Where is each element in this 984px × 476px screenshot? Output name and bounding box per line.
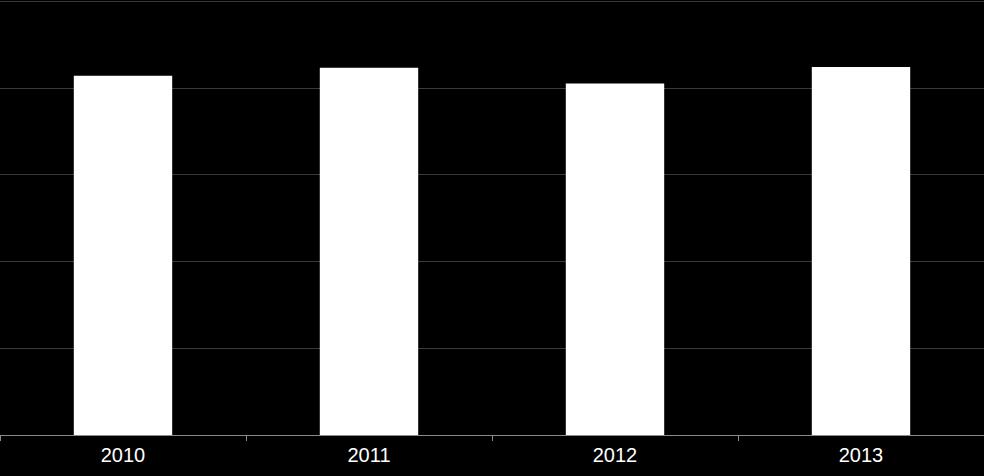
svg-text:2013: 2013 (839, 444, 884, 466)
svg-text:2010: 2010 (101, 444, 146, 466)
svg-text:2012: 2012 (593, 444, 638, 466)
svg-text:2011: 2011 (347, 444, 390, 466)
